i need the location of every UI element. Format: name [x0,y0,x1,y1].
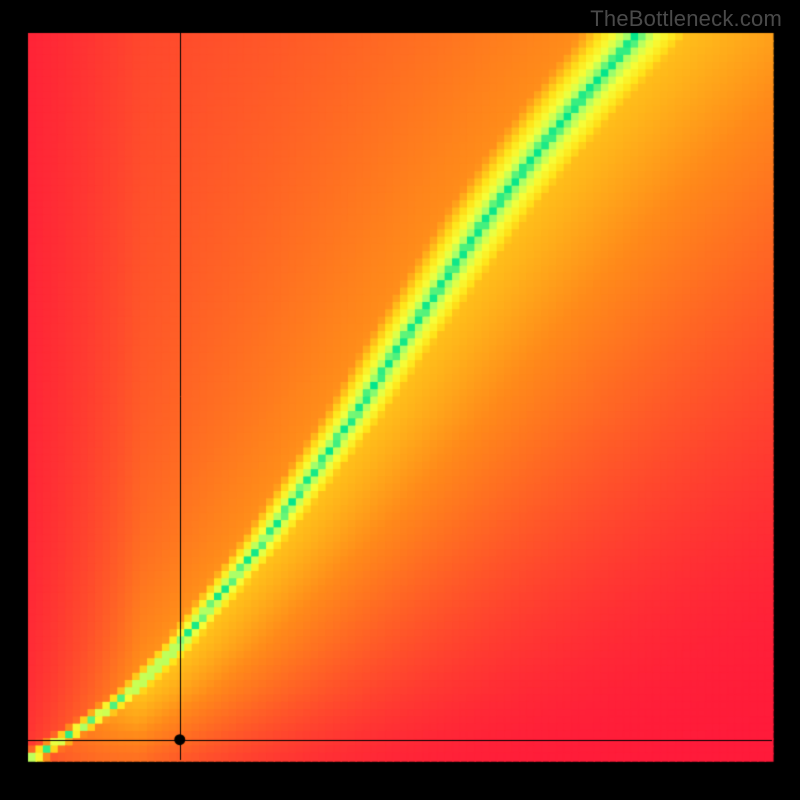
chart-container: TheBottleneck.com [0,0,800,800]
watermark-text: TheBottleneck.com [590,6,782,32]
bottleneck-heatmap [0,0,800,800]
